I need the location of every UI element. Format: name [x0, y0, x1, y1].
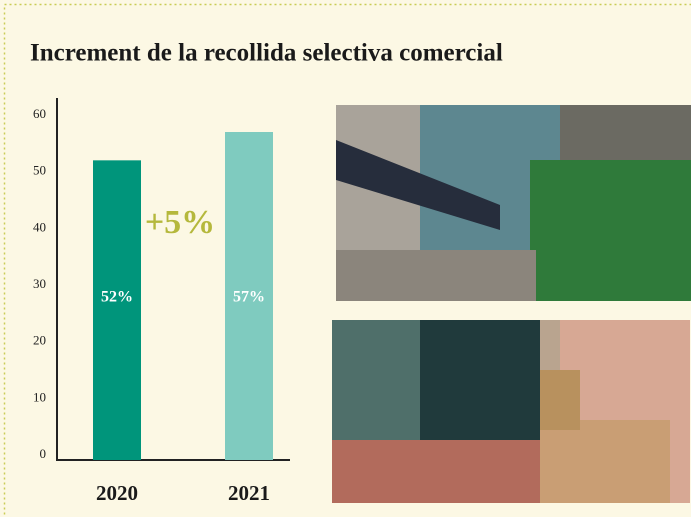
photo-part: [540, 420, 670, 503]
y-tick-label: 0: [40, 446, 47, 461]
value-label: 57%: [233, 289, 265, 306]
annotation: +5%: [145, 204, 215, 241]
photo-part: [540, 370, 580, 430]
y-tick-label: 20: [33, 333, 46, 348]
x-tick-label: 2021: [228, 481, 270, 505]
photo-part: [332, 440, 552, 503]
y-tick-label: 40: [33, 219, 46, 234]
photo-part: [530, 160, 691, 301]
photo-part: [420, 320, 540, 440]
photo: [332, 320, 690, 503]
chart-title: Increment de la recollida selectiva come…: [30, 40, 503, 67]
bar: [93, 160, 141, 460]
x-tick-label: 2020: [96, 481, 138, 505]
y-tick-label: 30: [33, 276, 46, 291]
y-tick-label: 10: [33, 389, 46, 404]
photo-part: [336, 250, 536, 301]
photo: [336, 105, 691, 301]
y-tick-label: 50: [33, 163, 46, 178]
photo-part: [332, 320, 422, 440]
value-label: 52%: [101, 289, 133, 306]
y-tick-label: 60: [33, 106, 46, 121]
chart: Increment de la recollida selectiva come…: [0, 0, 691, 517]
